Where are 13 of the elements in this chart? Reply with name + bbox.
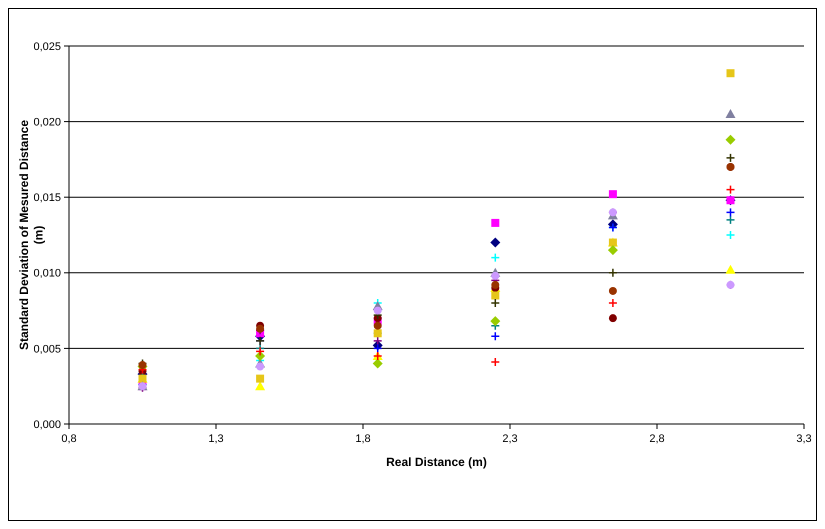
x-tick-label: 2,8	[649, 433, 665, 445]
x-tick-label: 2,3	[502, 433, 518, 445]
y-tick-label: 0,010	[33, 268, 61, 280]
y-tick-label: 0,005	[33, 343, 61, 356]
x-tick-label: 0,8	[61, 433, 77, 445]
x-tick-label: 1,8	[355, 433, 371, 445]
x-axis-title: Real Distance (m)	[386, 455, 487, 469]
y-tick-label: 0,025	[33, 40, 61, 53]
y-tick-label: 0,015	[33, 192, 61, 204]
x-tick-label: 1,3	[208, 433, 224, 445]
y-tick-label: 0,020	[33, 116, 61, 128]
y-tick-label: 0,000	[33, 418, 61, 431]
x-tick-label: 3,3	[796, 433, 812, 445]
